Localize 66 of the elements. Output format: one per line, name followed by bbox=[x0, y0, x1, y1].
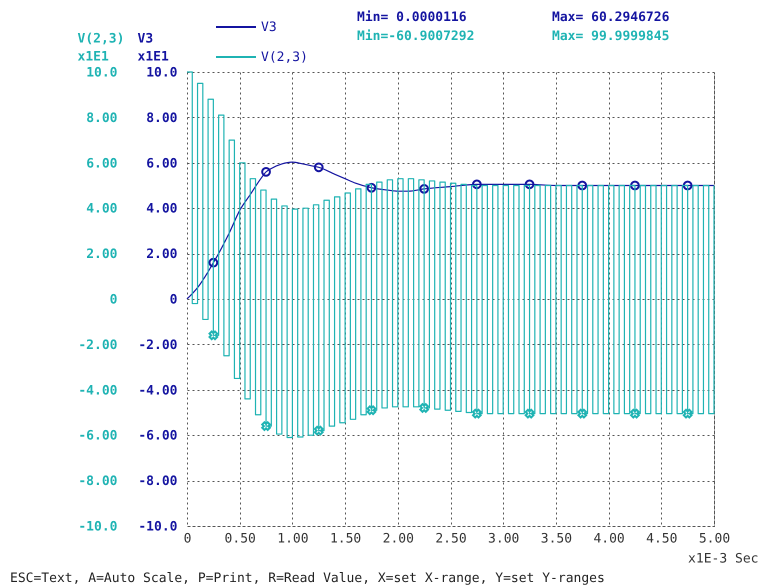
y2-tick-label: 10.0 bbox=[86, 66, 118, 80]
y-tick-label: 6.00 bbox=[146, 156, 178, 172]
point bbox=[208, 258, 218, 268]
legend-label: V(2,3) bbox=[261, 50, 308, 65]
point bbox=[314, 426, 324, 436]
y-tick-label: -8.00 bbox=[138, 474, 178, 490]
point bbox=[419, 403, 429, 413]
point bbox=[366, 405, 376, 416]
y-tick-label: -6.00 bbox=[138, 428, 178, 444]
y2-tick-label: 6.00 bbox=[86, 156, 118, 172]
x-tick-label: 1.50 bbox=[330, 532, 362, 546]
y2-tick-label: 2.00 bbox=[86, 247, 118, 262]
point bbox=[261, 167, 271, 177]
y2-tick-label: 0 bbox=[110, 292, 118, 308]
y-tick-label: 10.0 bbox=[146, 66, 178, 80]
point bbox=[524, 180, 534, 190]
y2-tick-label: -6.00 bbox=[78, 428, 118, 444]
text: Max= 99.9999845 bbox=[552, 29, 670, 44]
point bbox=[419, 184, 430, 194]
y-tick-label: -2.00 bbox=[138, 338, 178, 353]
y-tick-label: 0 bbox=[170, 292, 178, 308]
x-tick-label: 3.50 bbox=[540, 532, 572, 546]
text: x1E1 bbox=[138, 50, 169, 64]
line-series bbox=[186, 162, 715, 300]
point bbox=[630, 180, 640, 190]
point bbox=[630, 408, 640, 418]
point bbox=[208, 330, 218, 340]
point bbox=[472, 408, 482, 418]
y2-tick-label: -4.00 bbox=[78, 383, 118, 398]
y2-tick-label: 8.00 bbox=[86, 110, 118, 126]
x-axis-title: x1E-3 Sec bbox=[688, 552, 758, 566]
y-tick-label: 8.00 bbox=[146, 110, 178, 126]
y-tick-label: -4.00 bbox=[138, 383, 178, 398]
point bbox=[261, 421, 271, 431]
point bbox=[682, 180, 693, 190]
point bbox=[577, 408, 588, 418]
x-tick-label: 4.50 bbox=[646, 532, 678, 546]
x-tick-label: 2.00 bbox=[382, 532, 414, 546]
text: ESC=Text, A=Auto Scale, P=Print, R=Read Value, X=set X-range, Y=set Y-ranges bbox=[10, 571, 605, 586]
point bbox=[472, 180, 482, 190]
y2-tick-label: 4.00 bbox=[86, 202, 118, 217]
point bbox=[314, 162, 324, 172]
y2-tick-label: -10.0 bbox=[78, 520, 118, 534]
x-tick-label: 3.00 bbox=[488, 532, 520, 546]
x-tick-label: 5.00 bbox=[698, 532, 730, 546]
x-tick-label: 4.00 bbox=[593, 532, 625, 546]
y-tick-label: 2.00 bbox=[146, 247, 178, 262]
text: Min=-60.9007292 bbox=[357, 29, 474, 44]
y2-axis-title: V(2,3) bbox=[78, 32, 124, 46]
legend-label: V3 bbox=[261, 20, 277, 35]
text: Max= 60.2946726 bbox=[552, 10, 670, 25]
x-tick-label: 0.50 bbox=[224, 532, 256, 546]
text: Min= 0.0000116 bbox=[357, 10, 467, 25]
y2-tick-label: -2.00 bbox=[78, 338, 118, 353]
point bbox=[682, 408, 692, 418]
y-axis-title: V3 bbox=[138, 32, 154, 46]
x-tick-label: 2.50 bbox=[435, 532, 467, 546]
y-tick-label: 4.00 bbox=[146, 202, 178, 217]
x-tick-label: 1.00 bbox=[277, 532, 309, 546]
point bbox=[524, 408, 534, 418]
text: x1E1 bbox=[78, 50, 109, 64]
y2-tick-label: -8.00 bbox=[78, 474, 118, 490]
x-tick-label: 0 bbox=[184, 532, 192, 546]
point bbox=[577, 180, 588, 190]
y-tick-label: -10.0 bbox=[138, 520, 178, 534]
point bbox=[366, 182, 376, 193]
